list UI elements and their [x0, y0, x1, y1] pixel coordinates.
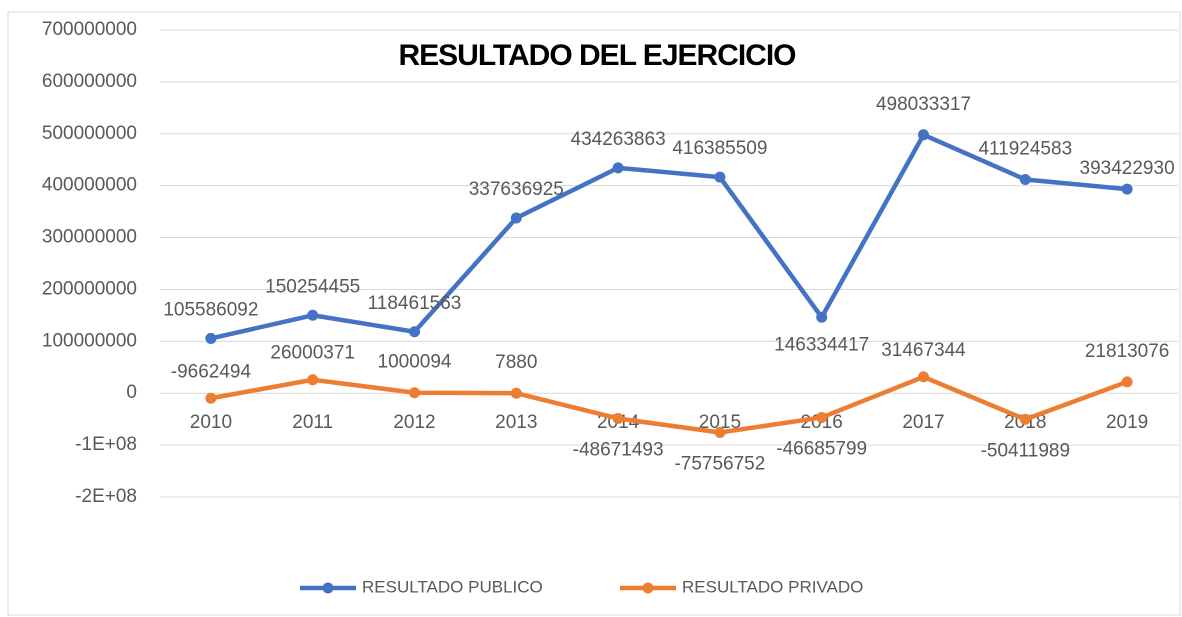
x-tick-label: 2013 [495, 412, 537, 433]
data-point [205, 332, 217, 344]
x-tick-label: 2019 [1106, 412, 1148, 433]
series-line [210, 132, 1128, 341]
data-point [918, 129, 929, 141]
data-point [510, 387, 522, 399]
data-label: 118461563 [368, 293, 462, 314]
x-tick-label: 2012 [393, 412, 435, 433]
legend-marker [642, 582, 654, 594]
y-tick-label: 500000000 [42, 123, 137, 144]
data-label: 7880 [495, 352, 537, 373]
y-tick-label: 100000000 [42, 330, 137, 351]
x-tick-label: 2011 [292, 412, 333, 433]
data-point [307, 309, 319, 321]
chart-title: RESULTADO DEL EJERCICIO [398, 39, 796, 72]
legend-label: RESULTADO PRIVADO [682, 577, 863, 596]
data-point [1121, 376, 1133, 388]
y-tick-label: 400000000 [42, 175, 137, 196]
data-point [816, 311, 828, 323]
y-tick-label: 300000000 [42, 227, 137, 248]
data-label: -48671493 [573, 439, 664, 460]
data-point [510, 212, 522, 224]
data-point [1019, 413, 1031, 425]
data-label: 150254455 [265, 276, 360, 297]
y-tick-label: 200000000 [42, 278, 137, 299]
x-tick-label: 2015 [699, 412, 741, 433]
data-point [409, 326, 420, 338]
y-tick-label: -2E+08 [75, 486, 137, 507]
data-point [612, 412, 624, 424]
data-point [409, 387, 420, 399]
data-point [307, 374, 319, 386]
data-label: 498033317 [876, 94, 971, 115]
series-line [210, 374, 1128, 435]
data-label: 105586092 [163, 299, 258, 320]
y-tick-label: 700000000 [42, 19, 137, 40]
data-point [816, 411, 828, 423]
y-tick-label: 0 [126, 382, 137, 403]
data-point [714, 427, 726, 439]
data-label: -75756752 [674, 454, 765, 475]
data-point [205, 392, 217, 404]
data-label: 31467344 [881, 340, 966, 361]
chart-border [7, 11, 1181, 616]
data-label: 411924583 [978, 138, 1072, 159]
data-point [612, 162, 624, 174]
data-label: -50411989 [981, 440, 1070, 461]
y-tick-label: 600000000 [42, 71, 137, 92]
data-label: 416385509 [672, 138, 767, 159]
legend-label: RESULTADO PUBLICO [362, 577, 543, 596]
x-tick-label: 2010 [190, 412, 232, 433]
data-label: -9662494 [171, 361, 252, 382]
y-tick-label: -1E+08 [75, 434, 137, 455]
data-label: 337636925 [469, 179, 564, 200]
data-label: 146334417 [774, 334, 869, 355]
data-label: 393422930 [1080, 158, 1175, 179]
x-tick-label: 2017 [902, 412, 944, 433]
data-label: 1000094 [378, 352, 452, 373]
data-label: 434263863 [571, 129, 666, 150]
data-point [1121, 183, 1133, 195]
data-point [918, 371, 929, 383]
data-label: -46685799 [776, 438, 867, 459]
data-point [714, 171, 726, 183]
legend-marker [322, 582, 334, 594]
data-point [1019, 173, 1031, 185]
data-label: 21813076 [1085, 341, 1170, 362]
data-label: 26000371 [270, 343, 355, 364]
